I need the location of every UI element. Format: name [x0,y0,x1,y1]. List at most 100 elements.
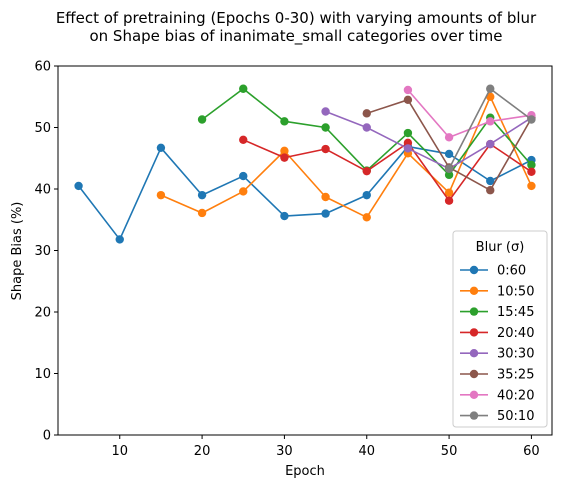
legend-item-10-50: 10:50 [460,284,534,299]
legend-item-50-10: 50:10 [460,409,534,424]
data-point [444,196,454,205]
y-tick-label: 50 [34,121,51,136]
legend-item-15-45: 15:45 [460,305,534,320]
x-tick-label: 10 [111,444,128,459]
data-point [486,186,495,195]
y-tick-label: 0 [43,429,51,444]
series-40-20 [403,85,536,142]
data-point [321,107,330,116]
data-point [362,166,371,176]
x-tick-label: 50 [441,444,458,459]
data-point [486,92,495,101]
data-point [321,144,330,154]
series-line [201,87,533,176]
legend-marker [469,390,479,399]
series-line [77,145,532,241]
data-point [280,211,289,221]
y-tick-label: 20 [34,306,51,321]
x-tick-label: 30 [276,444,293,459]
data-point [197,115,207,124]
series-30-30 [321,107,536,173]
data-point [115,235,124,244]
data-point [527,181,536,191]
legend-item-40-20: 40:20 [460,388,534,403]
data-point [321,123,330,132]
data-point [280,146,289,156]
legend-marker [469,286,479,295]
legend-label: 0:60 [497,264,526,279]
series-10-50 [156,92,536,222]
legend: Blur (σ) 0:60 10:50 15:45 20:40 30:30 35:25 40… [452,230,548,428]
legend-marker [469,307,479,316]
legend-marker [469,349,479,358]
legend-items: 0:60 10:50 15:45 20:40 30:30 35:25 40:20 50:10 [460,264,534,424]
data-point [444,149,454,159]
axis-ticks: 10 20 30 40 50 60 0 10 20 30 40 50 60 [34,60,539,460]
data-point [403,95,413,105]
data-point [280,117,289,126]
data-point [239,84,248,93]
data-point [403,85,413,95]
chart-title-line-2: on Shape bias of inanimate_small categor… [89,27,502,46]
data-point [362,213,371,222]
data-point [527,167,536,176]
legend-item-35-25: 35:25 [460,368,534,383]
data-point [280,153,289,162]
legend-label: 35:25 [497,368,534,383]
data-point [239,135,248,144]
data-point [444,133,454,142]
series-0-60 [74,142,536,244]
legend-frame [452,230,548,428]
data-point [486,117,495,126]
data-point [444,164,454,173]
y-tick-label: 30 [34,244,51,259]
x-tick-label: 40 [358,444,375,459]
chart-title-line-1: Effect of pretraining (Epochs 0-30) with… [56,9,537,27]
data-series-group [74,84,536,244]
legend-label: 15:45 [497,305,534,320]
data-point [403,128,413,138]
data-point [74,181,83,191]
y-axis-label: Shape Bias (%) [10,202,25,301]
legend-label: 10:50 [497,284,534,299]
data-point [239,171,248,181]
data-point [486,84,495,93]
data-point [527,160,536,170]
legend-title: Blur (σ) [476,240,525,255]
data-point [444,188,454,197]
legend-marker [469,411,479,420]
legend-label: 30:30 [497,347,534,362]
data-point [321,209,330,218]
legend-label: 50:10 [497,409,534,424]
x-tick-label: 60 [523,444,540,459]
data-point [321,192,330,202]
legend-marker [469,328,479,337]
data-point [362,123,371,132]
x-axis-label: Epoch [285,464,325,479]
y-tick-label: 60 [34,60,51,75]
data-point [239,187,248,196]
x-tick-label: 20 [194,444,211,459]
data-point [444,170,454,180]
series-35-25 [362,95,536,195]
series-line [160,95,533,219]
data-point [197,208,207,218]
series-line [325,110,532,170]
legend-marker [469,369,479,379]
legend-label: 40:20 [497,388,534,403]
data-point [362,190,371,200]
data-point [362,109,371,118]
legend-item-30-30: 30:30 [460,347,534,362]
plot-area-frame [57,65,553,436]
data-point [403,144,413,153]
data-point [156,143,166,152]
legend-label: 20:40 [497,326,534,341]
data-point [527,115,536,124]
y-tick-label: 10 [34,367,51,382]
data-point [156,190,166,200]
legend-marker [469,265,479,275]
y-tick-label: 40 [34,183,51,198]
data-point [197,190,207,200]
